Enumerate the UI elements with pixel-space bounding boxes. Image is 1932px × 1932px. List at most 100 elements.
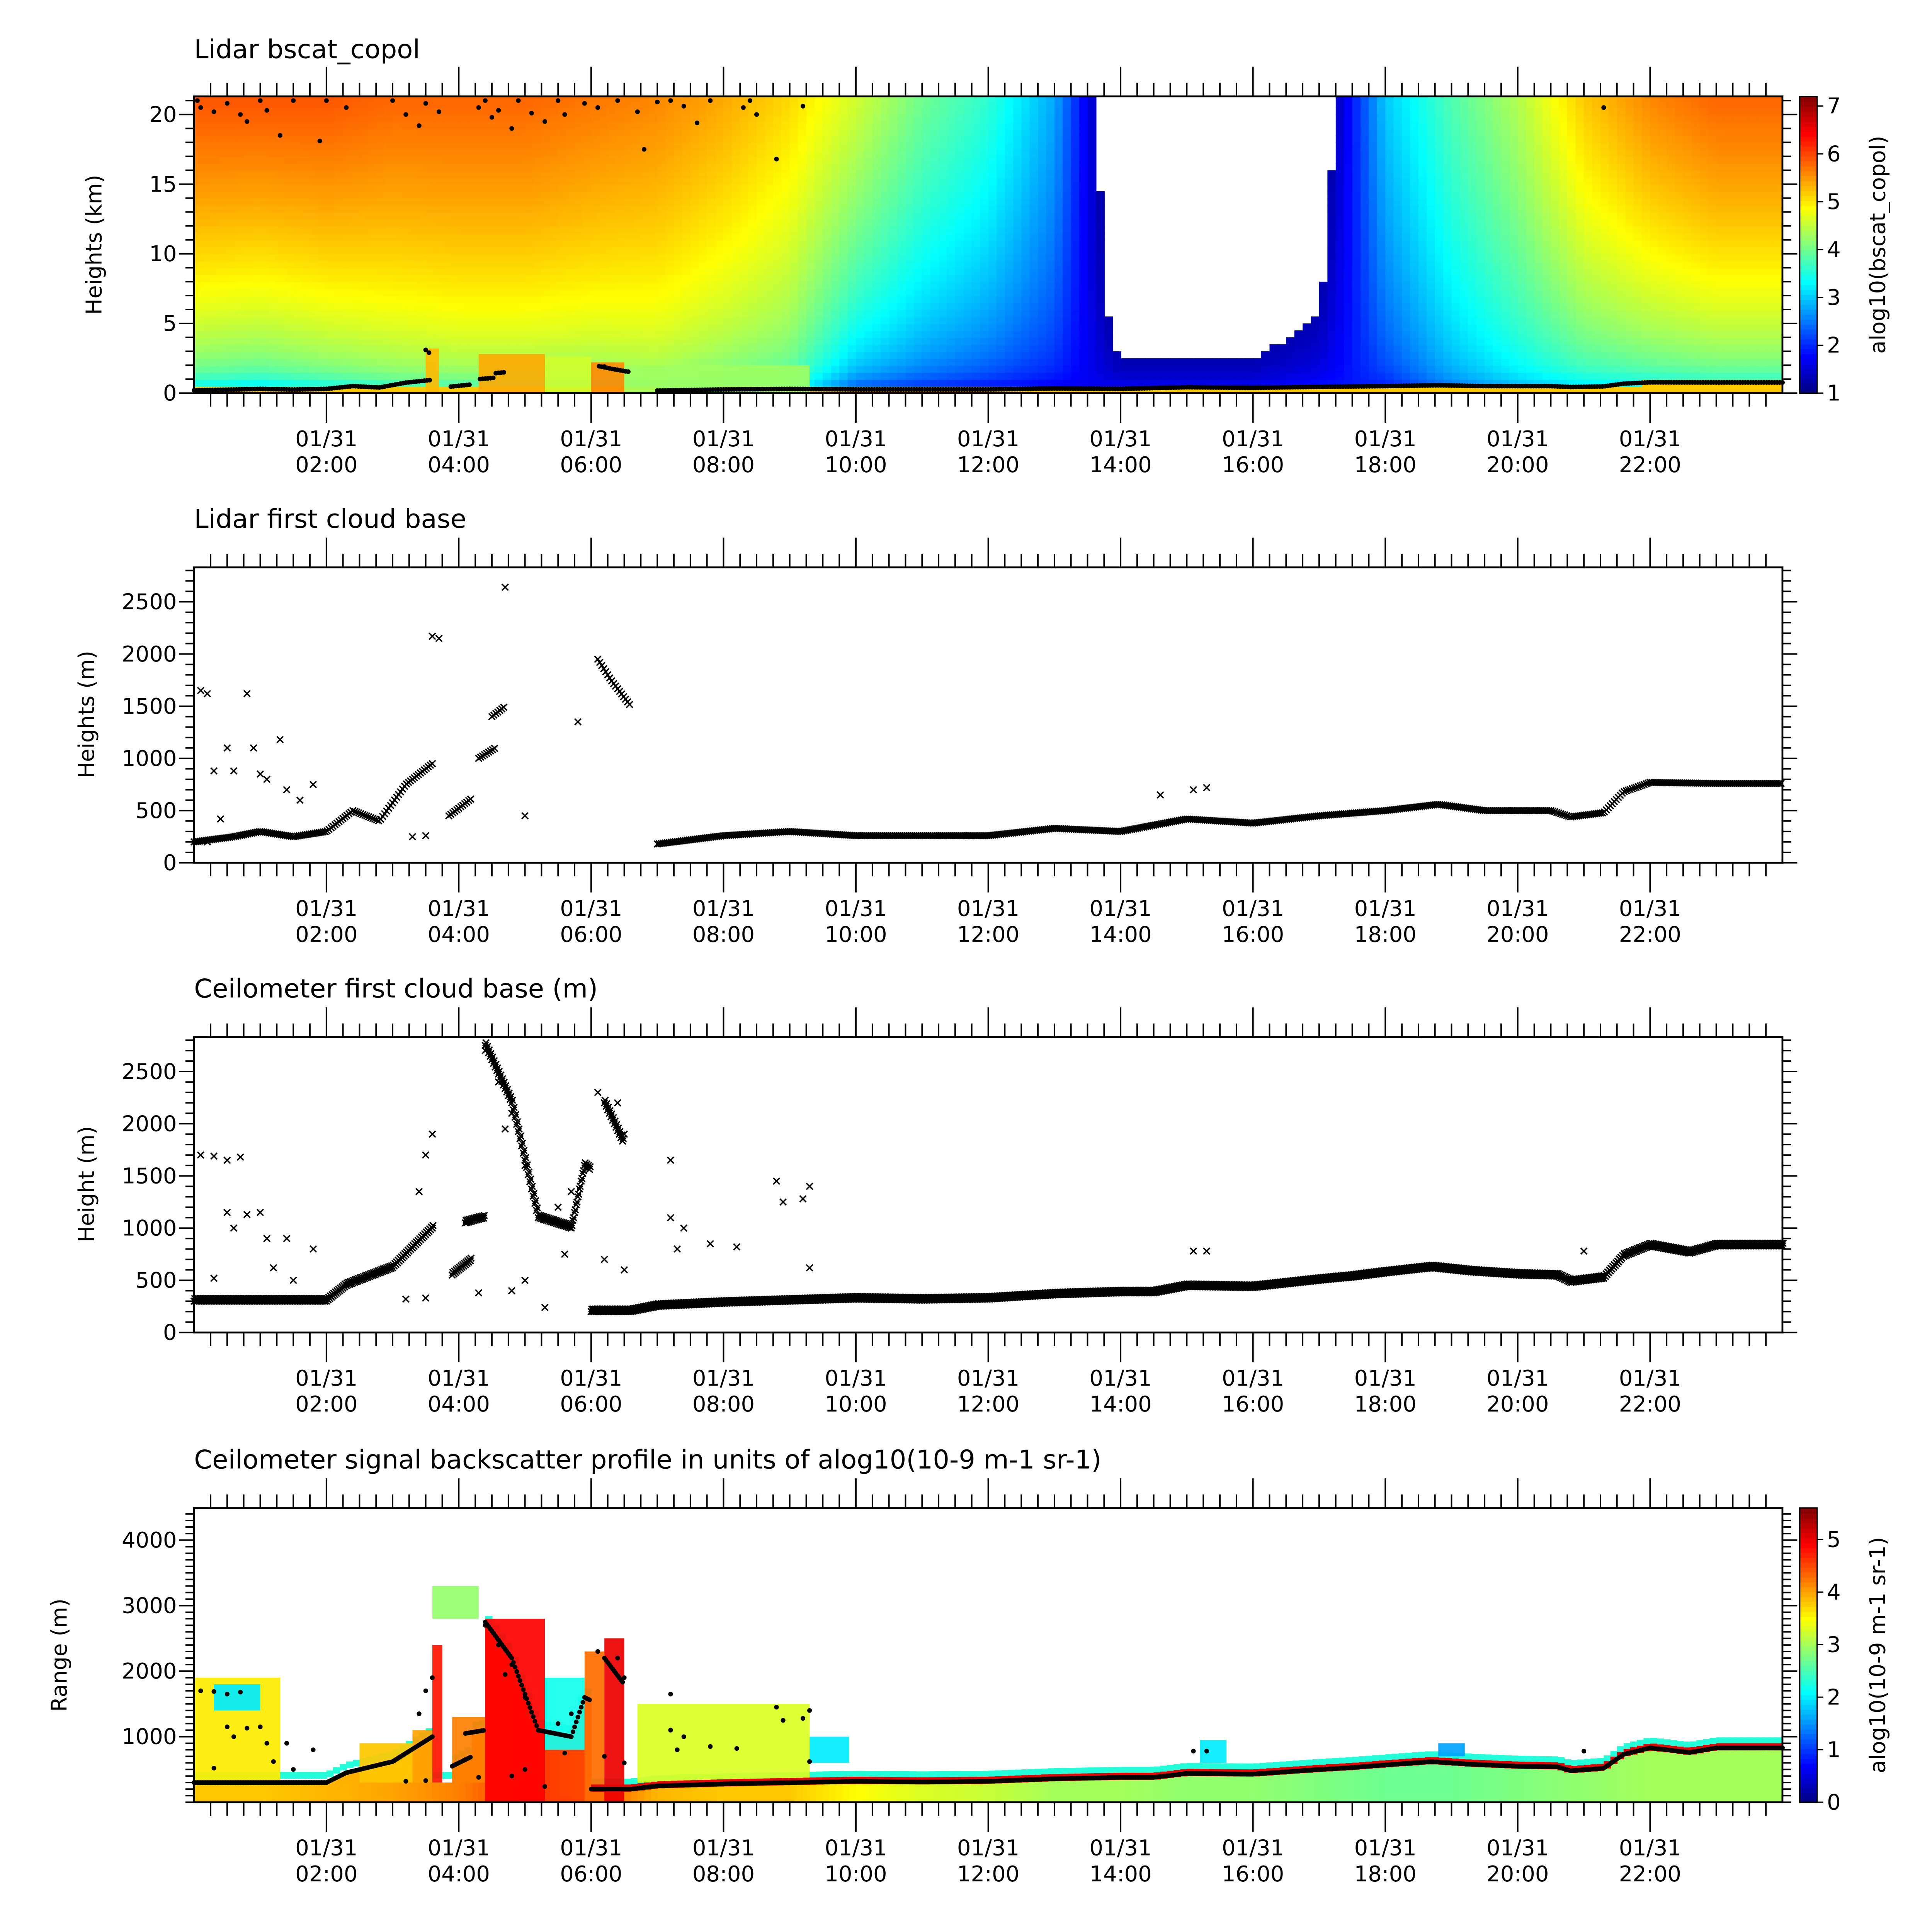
heatmap-cell — [1054, 198, 1063, 206]
heatmap-cell — [492, 247, 501, 255]
heatmap-cell — [566, 316, 575, 324]
heatmap-cell — [1087, 379, 1097, 387]
heatmap-cell — [260, 295, 269, 303]
heatmap-cell — [913, 163, 923, 171]
heatmap-cell — [715, 184, 724, 192]
heatmap-cell — [839, 163, 849, 171]
heatmap-cell — [293, 156, 303, 164]
heatmap-cell — [235, 114, 245, 122]
heatmap-cell — [359, 96, 369, 101]
heatmap-cell — [1005, 316, 1014, 324]
heatmap-cell — [1335, 184, 1345, 192]
heatmap-cell — [773, 219, 782, 227]
heatmap-cell — [442, 219, 451, 227]
heatmap-cell — [211, 205, 220, 213]
heatmap-cell — [475, 149, 485, 157]
heatmap-cell — [939, 344, 948, 352]
heatmap-cell — [1046, 205, 1055, 213]
heatmap-cell — [293, 121, 303, 129]
heatmap-cell — [194, 212, 203, 220]
heatmap-cell — [268, 128, 277, 136]
heatmap-cell — [823, 219, 832, 227]
heatmap-cell — [252, 198, 261, 206]
heatmap-cell — [641, 219, 650, 227]
heatmap-cell — [425, 191, 435, 199]
heatmap-cell — [665, 212, 675, 220]
heatmap-cell — [376, 135, 385, 143]
heatmap-cell — [1079, 233, 1088, 241]
heatmap-cell — [988, 372, 997, 380]
heatmap-cell — [467, 96, 476, 101]
heatmap-cell — [1319, 330, 1328, 338]
heatmap-cell — [202, 247, 211, 255]
heatmap-cell — [930, 191, 939, 199]
heatmap-cell — [434, 219, 443, 227]
heatmap-cell — [856, 177, 865, 185]
heatmap-cell — [996, 281, 1006, 289]
heatmap-cell — [326, 219, 335, 227]
heatmap-cell — [318, 156, 327, 164]
heatmap-cell — [1327, 316, 1337, 324]
heatmap-cell — [450, 212, 459, 220]
heatmap-cell — [351, 198, 361, 206]
heatmap-cell — [1220, 365, 1229, 373]
heatmap-cell — [459, 96, 468, 101]
heatmap-cell — [252, 240, 261, 248]
heatmap-cell — [740, 219, 749, 227]
heatmap-cell — [789, 351, 799, 359]
heatmap-cell — [856, 295, 865, 303]
heatmap-cell — [351, 114, 361, 122]
heatmap-cell — [657, 156, 667, 164]
heatmap-cell — [252, 365, 261, 373]
heatmap-cell — [649, 233, 658, 241]
heatmap-cell — [616, 310, 625, 317]
heatmap-cell — [301, 323, 311, 331]
heatmap-cell — [798, 330, 807, 338]
heatmap-cell — [682, 323, 691, 331]
heatmap-cell — [632, 226, 641, 234]
heatmap-cell — [525, 177, 534, 185]
heatmap-cell — [260, 351, 269, 359]
heatmap-cell — [566, 163, 575, 171]
heatmap-cell — [1245, 372, 1254, 380]
heatmap-cell — [913, 114, 923, 122]
heatmap-cell — [558, 191, 567, 199]
heatmap-cell — [301, 114, 311, 122]
heatmap-cell — [417, 170, 427, 178]
heatmap-cell — [549, 100, 559, 108]
heatmap-cell — [889, 274, 898, 282]
heatmap-cell — [1335, 170, 1345, 178]
heatmap-cell — [243, 198, 253, 206]
heatmap-cell — [359, 198, 369, 206]
heatmap-cell — [211, 184, 220, 192]
heatmap-cell — [996, 107, 1006, 115]
heatmap-cell — [624, 281, 633, 289]
heatmap-cell — [235, 121, 245, 129]
heatmap-cell — [492, 310, 501, 317]
heatmap-cell — [252, 330, 261, 338]
heatmap-cell — [252, 358, 261, 366]
heatmap-cell — [971, 379, 981, 387]
heatmap-cell — [715, 267, 724, 276]
heatmap-cell — [442, 323, 451, 331]
heatmap-cell — [839, 330, 849, 338]
heatmap-cell — [814, 295, 823, 303]
heatmap-cell — [450, 177, 459, 185]
heatmap-cell — [939, 274, 948, 282]
heatmap-cell — [781, 191, 791, 199]
heatmap-cell — [252, 267, 261, 276]
heatmap-cell — [707, 184, 716, 192]
heatmap-cell — [194, 337, 203, 345]
heatmap-cell — [575, 114, 584, 122]
heatmap-cell — [707, 114, 716, 122]
heatmap-cell — [335, 358, 344, 366]
heatmap-cell — [1079, 149, 1088, 157]
heatmap-cell — [475, 295, 485, 303]
heatmap-cell — [417, 205, 427, 213]
heatmap-cell — [823, 344, 832, 352]
heatmap-cell — [624, 310, 633, 317]
heatmap-cell — [277, 281, 286, 289]
heatmap-cell — [310, 330, 319, 338]
heatmap-cell — [897, 191, 906, 199]
heatmap-cell — [575, 323, 584, 331]
